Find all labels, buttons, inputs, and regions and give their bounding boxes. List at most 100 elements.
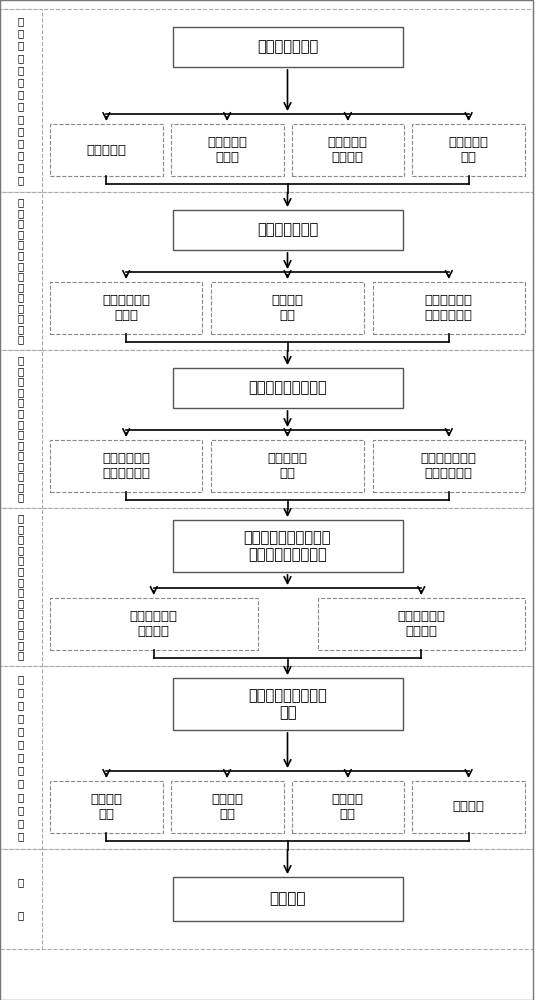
Text: 长: 长 [18,640,24,650]
Text: 车: 车 [18,598,24,608]
Bar [0,192,533,350]
Text: 统: 统 [18,250,24,260]
Bar [0,508,42,666]
Text: 口: 口 [18,282,24,292]
Text: 内: 内 [18,577,24,587]
Text: 果: 果 [18,911,24,921]
Text: 数: 数 [18,126,24,136]
Text: 系统内部次要
车行通道: 系统内部次要 车行通道 [397,610,445,638]
Text: 统: 统 [18,408,24,418]
Text: 确: 确 [18,324,24,334]
Text: 定: 定 [18,334,24,344]
Text: 系统内部主要
车行通道: 系统内部主要 车行通道 [130,610,178,638]
Text: 下: 下 [18,524,24,534]
Bar [373,282,525,334]
Text: 评: 评 [18,792,24,802]
Text: 长: 长 [18,482,24,492]
Bar [0,9,42,192]
Text: 车: 车 [18,713,24,723]
Text: 下: 下 [18,366,24,376]
Text: 停: 停 [18,535,24,545]
Text: 入: 入 [18,102,24,112]
Text: 出: 出 [18,419,24,429]
Text: 行: 行 [18,608,24,618]
Text: 停: 停 [18,377,24,387]
Bar [292,781,404,833]
Text: 系: 系 [18,726,24,736]
Text: 统: 统 [18,566,24,576]
Text: 地: 地 [18,514,24,524]
Bar [0,508,533,666]
Text: 车: 车 [18,53,24,63]
Bar [50,124,163,176]
Text: 停: 停 [18,700,24,710]
Bar [0,666,533,849]
Text: 系统出入口接驳长度: 系统出入口接驳长度 [248,380,327,395]
Text: 高峰时段系
统车辆数: 高峰时段系 统车辆数 [328,136,368,164]
Text: 出入口接驳处连
接角度和宽度: 出入口接驳处连 接角度和宽度 [421,452,477,480]
Bar [0,666,42,849]
Text: 入: 入 [18,271,24,281]
Text: 入: 入 [18,429,24,439]
Text: 车: 车 [18,229,24,239]
Bar [412,781,525,833]
Text: 系: 系 [18,240,24,250]
Text: 度: 度 [18,650,24,660]
Bar [0,849,533,949]
Text: 指: 指 [18,818,24,828]
Text: 的: 的 [18,150,24,160]
Text: 部: 部 [18,587,24,597]
Text: 地: 地 [18,356,24,366]
Text: 平均排队
长度: 平均排队 长度 [332,793,364,821]
Text: 地: 地 [18,674,24,684]
Bar [211,282,364,334]
Bar [50,282,202,334]
Text: 价: 价 [18,805,24,815]
Text: 标: 标 [18,831,24,841]
Bar [292,124,404,176]
Text: 确: 确 [18,163,24,173]
Text: 出: 出 [18,752,24,762]
Text: 度: 度 [18,492,24,502]
Text: 实例应用: 实例应用 [269,892,306,906]
Bar [0,192,42,350]
Text: 置: 置 [18,303,24,313]
Text: 地: 地 [18,16,24,26]
Text: 系: 系 [18,398,24,408]
Bar [412,124,525,176]
Bar [0,350,42,508]
Text: 下: 下 [18,687,24,697]
Text: 出: 出 [18,261,24,271]
Text: 量: 量 [18,138,24,148]
Bar [373,440,525,492]
Text: 系统等级
规模: 系统等级 规模 [272,294,303,322]
Text: 的: 的 [18,313,24,323]
Bar [173,368,402,408]
Text: 平均延误
时间: 平均延误 时间 [211,793,243,821]
Text: 系统内部车行通道交通
流线组织方式与长度: 系统内部车行通道交通 流线组织方式与长度 [244,530,331,562]
Text: 停: 停 [18,219,24,229]
Text: 统: 统 [18,739,24,749]
Bar [0,849,42,949]
Text: 出入口繁忙
程度: 出入口繁忙 程度 [449,136,489,164]
Text: 系统总泊数: 系统总泊数 [87,143,126,156]
Text: 系统停车单
元数量: 系统停车单 元数量 [207,136,247,164]
Bar [173,678,402,730]
Text: 口: 口 [18,114,24,124]
Text: 接: 接 [18,450,24,460]
Bar [50,598,258,650]
Text: 地: 地 [18,198,24,208]
Text: 入: 入 [18,766,24,776]
Text: 系: 系 [18,65,24,75]
Text: 出入口连接道
路等级: 出入口连接道 路等级 [102,294,150,322]
Text: 位: 位 [18,292,24,302]
Bar [317,598,525,650]
Text: 驳: 驳 [18,461,24,471]
Bar [173,877,402,921]
Bar [50,440,202,492]
Bar [171,781,284,833]
Text: 口: 口 [18,779,24,789]
Bar [0,9,533,192]
Text: 出入口接驳处
交通组织方式: 出入口接驳处 交通组织方式 [102,452,150,480]
Bar [173,27,402,67]
